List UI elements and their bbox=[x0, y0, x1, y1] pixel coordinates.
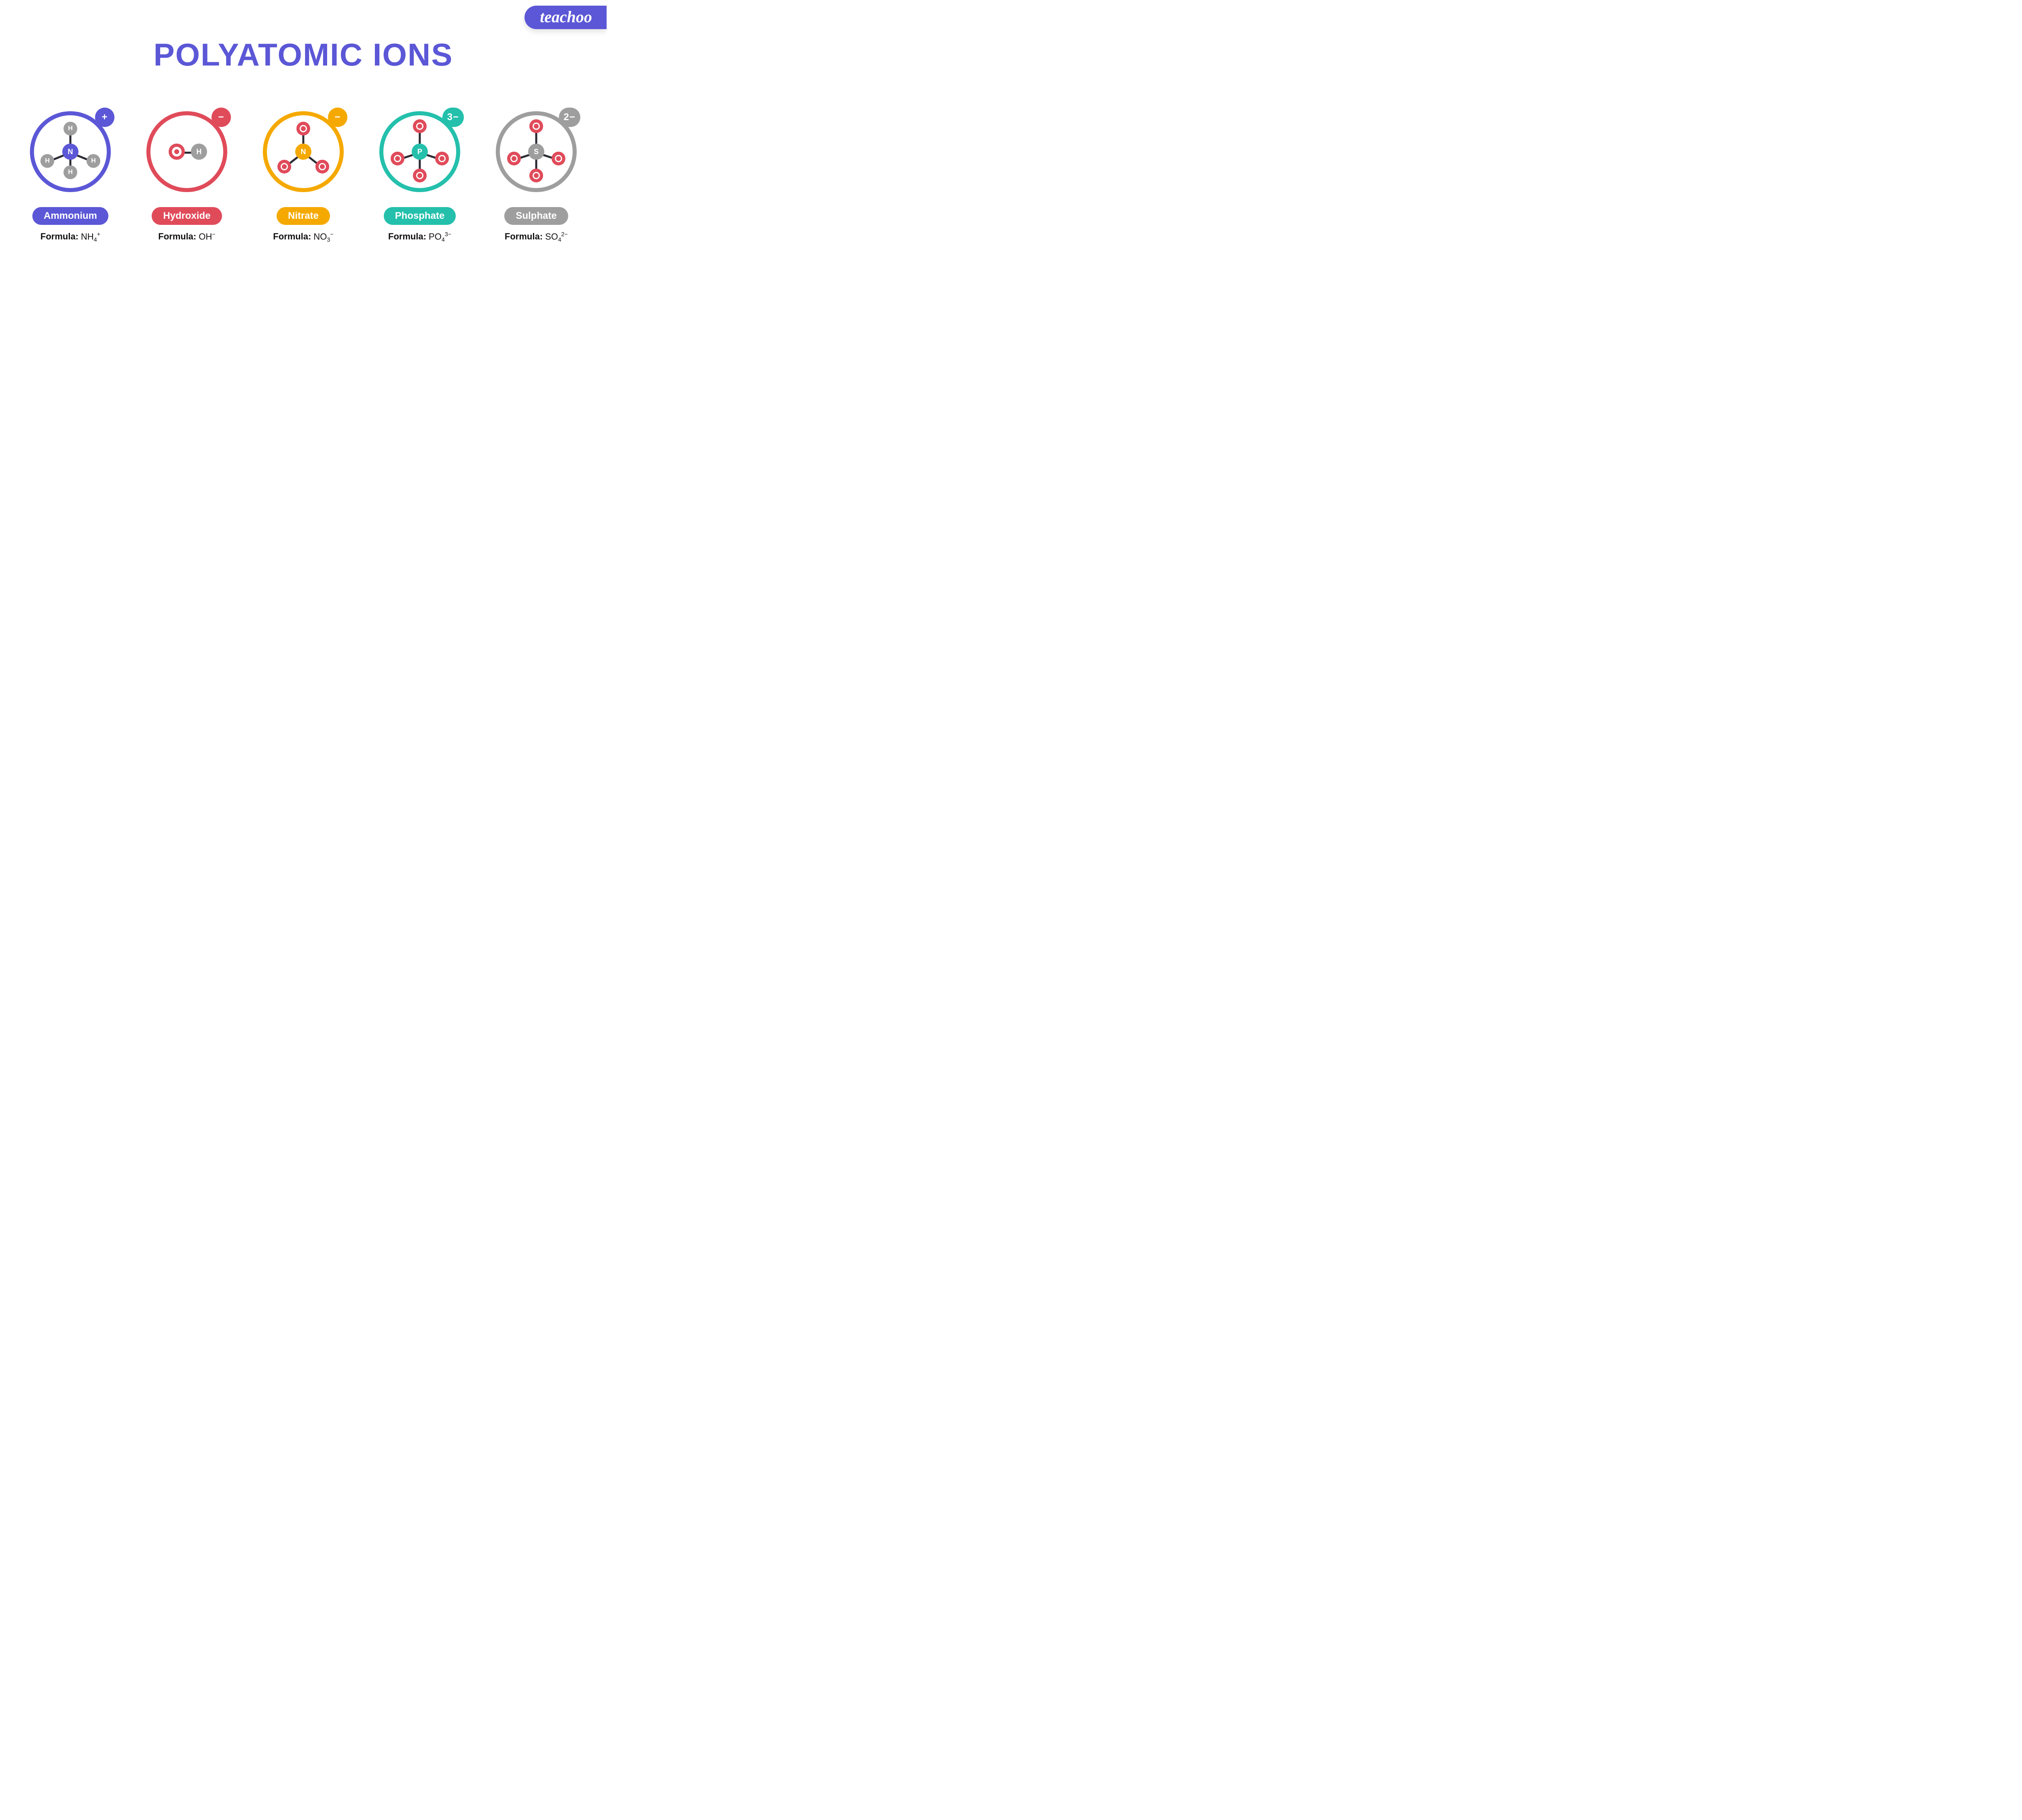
formula-label: Formula: bbox=[40, 231, 78, 242]
formula-label: Formula: bbox=[388, 231, 426, 242]
ion-card-nitrate: − N Nitrate Formula: NO3− bbox=[251, 109, 356, 243]
formula-label: Formula: bbox=[158, 231, 196, 242]
page: teachoo POLYATOMIC IONS + H H H H N bbox=[0, 0, 607, 341]
page-title: POLYATOMIC IONS bbox=[0, 36, 607, 73]
ion-name-pill: Phosphate bbox=[384, 207, 456, 225]
molecule: P bbox=[377, 109, 462, 194]
atom-n: N bbox=[62, 144, 78, 160]
ion-card-hydroxide: − H Hydroxide Formula: OH− bbox=[134, 109, 239, 243]
atom-o bbox=[296, 122, 310, 135]
formula-value: NO3− bbox=[313, 231, 333, 243]
molecule: H bbox=[144, 109, 229, 194]
ion-diagram: + H H H H N bbox=[28, 109, 113, 194]
formula-label: Formula: bbox=[505, 231, 543, 242]
atom-o bbox=[552, 152, 565, 165]
formula-value: NH4+ bbox=[81, 231, 100, 243]
ion-formula: Formula: OH− bbox=[158, 231, 215, 243]
atom-h: H bbox=[87, 154, 100, 168]
atom-h: H bbox=[40, 154, 54, 168]
ion-formula: Formula: SO42− bbox=[505, 231, 568, 243]
atom-o bbox=[529, 169, 543, 182]
atom-n: N bbox=[295, 144, 311, 160]
ion-card-sulphate: 2− S Sulphate Formula: SO42− bbox=[484, 109, 589, 243]
ion-card-phosphate: 3− P Phosphate Formula: PO43− bbox=[367, 109, 472, 243]
brand-tab: teachoo bbox=[525, 6, 607, 29]
ion-name-pill: Ammonium bbox=[32, 207, 108, 225]
atom-o bbox=[435, 152, 449, 165]
ions-row: + H H H H N Ammonium Formula: NH4+ bbox=[0, 109, 607, 243]
ion-diagram: 3− P bbox=[377, 109, 462, 194]
molecule: H H H H N bbox=[28, 109, 113, 194]
atom-o bbox=[413, 169, 427, 182]
atom-o bbox=[529, 119, 543, 133]
ion-diagram: − N bbox=[261, 109, 346, 194]
atom-o bbox=[169, 144, 185, 160]
ion-formula: Formula: NH4+ bbox=[40, 231, 100, 243]
formula-value: PO43− bbox=[429, 231, 451, 243]
atom-o bbox=[277, 160, 291, 174]
atom-p: P bbox=[412, 144, 428, 160]
atom-o bbox=[391, 152, 404, 165]
formula-value: OH− bbox=[199, 231, 215, 243]
atom-h: H bbox=[63, 122, 77, 135]
ion-diagram: 2− S bbox=[494, 109, 579, 194]
atom-h: H bbox=[191, 144, 207, 160]
ion-formula: Formula: PO43− bbox=[388, 231, 451, 243]
ion-name-pill: Hydroxide bbox=[152, 207, 222, 225]
ion-card-ammonium: + H H H H N Ammonium Formula: NH4+ bbox=[18, 109, 123, 243]
formula-value: SO42− bbox=[545, 231, 568, 243]
molecule: S bbox=[494, 109, 579, 194]
molecule: N bbox=[261, 109, 346, 194]
atom-o bbox=[507, 152, 521, 165]
ion-diagram: − H bbox=[144, 109, 229, 194]
atom-o bbox=[413, 119, 427, 133]
ion-name-pill: Nitrate bbox=[277, 207, 330, 225]
atom-o bbox=[315, 160, 329, 174]
ion-formula: Formula: NO3− bbox=[273, 231, 333, 243]
atom-h: H bbox=[63, 165, 77, 179]
formula-label: Formula: bbox=[273, 231, 311, 242]
atom-s: S bbox=[528, 144, 544, 160]
ion-name-pill: Sulphate bbox=[504, 207, 568, 225]
